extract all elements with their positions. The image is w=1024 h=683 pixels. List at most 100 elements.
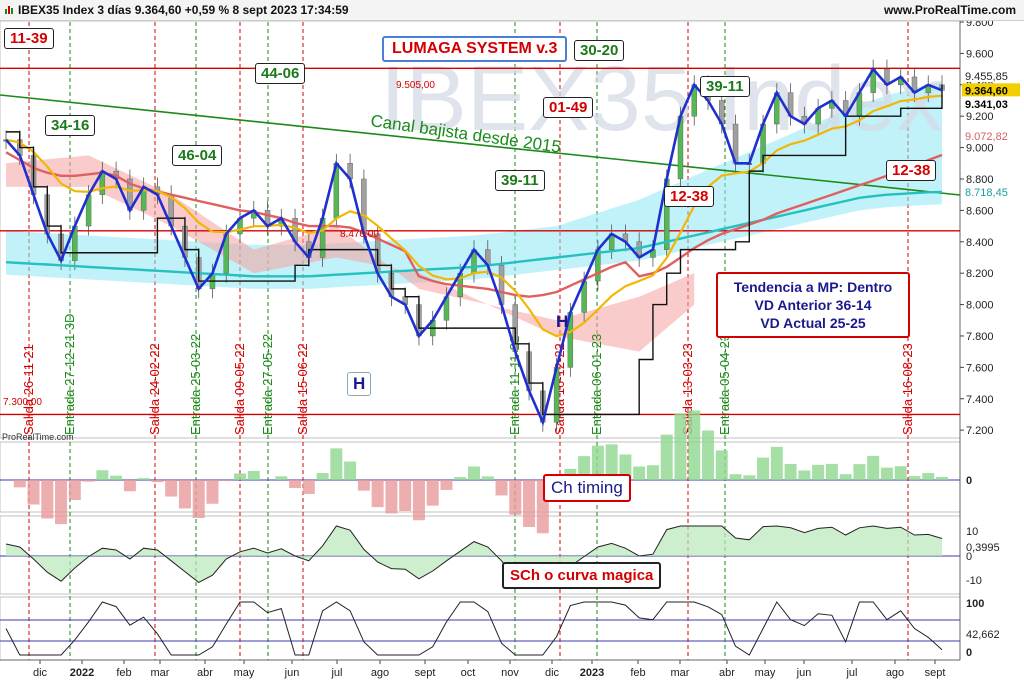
trend-line: VD Actual 25-25 [760, 315, 866, 331]
signal-label: Salida 16-08-23 [900, 343, 915, 435]
price-tag: 8.718,45 [965, 187, 1008, 199]
x-tick-label: 2022 [70, 667, 94, 679]
sch-label: SCh o curva magica [502, 562, 662, 589]
count-label: 39-11 [700, 76, 750, 97]
cloud-area [6, 155, 695, 352]
y-tick-label: 8.400 [966, 237, 994, 249]
h-mark: H [556, 312, 569, 331]
x-tick-label: dic [545, 667, 560, 679]
signal-label: Entrada 25-03-22 [188, 334, 203, 435]
trend-line: VD Anterior 36-14 [754, 297, 872, 313]
x-tick-label: nov [501, 667, 519, 679]
sch-area [6, 526, 942, 584]
x-tick-label: may [755, 667, 776, 679]
y-tick-label: 8.000 [966, 300, 994, 312]
trend-box: Tendencia a MP: Dentro VD Anterior 36-14… [716, 272, 910, 338]
price-tag: 9.341,03 [965, 99, 1008, 111]
signal-label: Salida 24-02-22 [147, 343, 162, 435]
oscillator-line [5, 601, 943, 656]
x-tick-label: ago [886, 667, 904, 679]
prt-label: ProRealTime.com [2, 432, 74, 442]
count-label: 34-16 [45, 115, 96, 136]
count-label: 12-38 [664, 186, 715, 207]
x-tick-label: sept [925, 667, 946, 679]
signal-label: Salida 09-05-22 [232, 343, 247, 435]
count-label: 44-06 [255, 63, 306, 84]
indicator-panel-area [0, 596, 961, 661]
watermark: IBEX35 Index [380, 48, 943, 150]
level-label-7300: 7.300,00 [3, 397, 42, 408]
chart-title: IBEX35 Index 3 días 9.364,60 +0,59 % 8 s… [18, 3, 349, 17]
x-tick-label: jul [330, 667, 342, 679]
signal-label: Salida 26-11-21 [21, 344, 36, 435]
price-line [5, 66, 943, 427]
y-tick-label: 7.600 [966, 362, 994, 374]
y-tick-label: 7.800 [966, 331, 994, 343]
y-tick-label: 8.600 [966, 205, 994, 217]
count-label: 39-11 [495, 170, 545, 191]
signal-label: Entrada 06-01-23 [589, 334, 604, 435]
y-tick-label: 9.600 [966, 48, 994, 60]
x-tick-label: may [234, 667, 255, 679]
panel-tick-label: 100 [966, 598, 984, 610]
price-tag: 9.364,60 [965, 85, 1008, 97]
x-tick-label: mar [671, 667, 690, 679]
price-tag-bg [962, 97, 1020, 111]
panel-tick-label: 42,662 [966, 629, 1000, 641]
price-tag: 9.455,85 [965, 71, 1008, 83]
signal-label: Salida 15-06-22 [295, 343, 310, 435]
x-tick-label: feb [630, 667, 645, 679]
x-tick-label: abr [197, 667, 213, 679]
long-ma-line [5, 190, 943, 278]
y-tick-label: 8.800 [966, 174, 994, 186]
ch-timing-label: Ch timing [543, 474, 631, 502]
cloud-area [6, 81, 942, 289]
chart-logo-icon [5, 6, 13, 14]
y-tick-label: 8.200 [966, 268, 994, 280]
count-label: 46-04 [172, 145, 223, 166]
channel-line [0, 94, 961, 196]
x-tick-label: oct [461, 667, 476, 679]
ema-line [5, 94, 943, 338]
price-tag-bg [962, 83, 1020, 97]
y-tick-label: 7.200 [966, 425, 994, 437]
system-label: LUMAGA SYSTEM v.3 [382, 36, 568, 62]
support-step-line [6, 84, 943, 416]
count-label: 30-20 [574, 40, 625, 61]
x-tick-label: feb [116, 667, 131, 679]
price-tag: 9.072,82 [965, 131, 1008, 143]
count-label: 01-49 [543, 97, 594, 118]
panel-tick-label: 10 [966, 526, 978, 538]
sch-line [5, 525, 943, 585]
panel-tick-label: -10 [966, 575, 982, 587]
signal-label: Entrada 05-04-23 [717, 334, 732, 435]
y-tick-label: 7.400 [966, 394, 994, 406]
x-tick-label: sept [415, 667, 436, 679]
price-tag-bg [962, 184, 1020, 198]
count-label: 12-38 [886, 160, 937, 181]
x-tick-label: abr [719, 667, 735, 679]
price-tag-bg [962, 69, 1020, 83]
x-tick-label: jul [845, 667, 857, 679]
panel-tick-label: 0,3995 [966, 542, 1000, 554]
x-tick-label: jun [284, 667, 300, 679]
price-tag-bg [962, 129, 1020, 143]
trend-line: Tendencia a MP: Dentro [733, 279, 893, 295]
x-tick-label: mar [151, 667, 170, 679]
signal-label: Entrada 27-05-22 [260, 334, 275, 435]
x-tick-label: 2023 [580, 667, 604, 679]
panel-tick-label: 0 [966, 647, 972, 659]
site-link[interactable]: www.ProRealTime.com [883, 3, 1016, 17]
signal-label: Entrada 27-12-21 3D [62, 314, 77, 435]
panel-tick-label: 0 [966, 551, 972, 563]
chart-header: IBEX35 Index 3 días 9.364,60 +0,59 % 8 s… [0, 0, 1024, 21]
level-label-9505: 9.505,00 [396, 80, 435, 91]
x-tick-label: ago [371, 667, 389, 679]
main-plot-area [0, 20, 961, 439]
x-tick-label: dic [33, 667, 48, 679]
level-label-8470: 8.470,00 [340, 229, 379, 240]
h-mark: H [347, 372, 372, 396]
y-tick-label: 9.200 [966, 111, 994, 123]
y-tick-label: 9.000 [966, 143, 994, 155]
